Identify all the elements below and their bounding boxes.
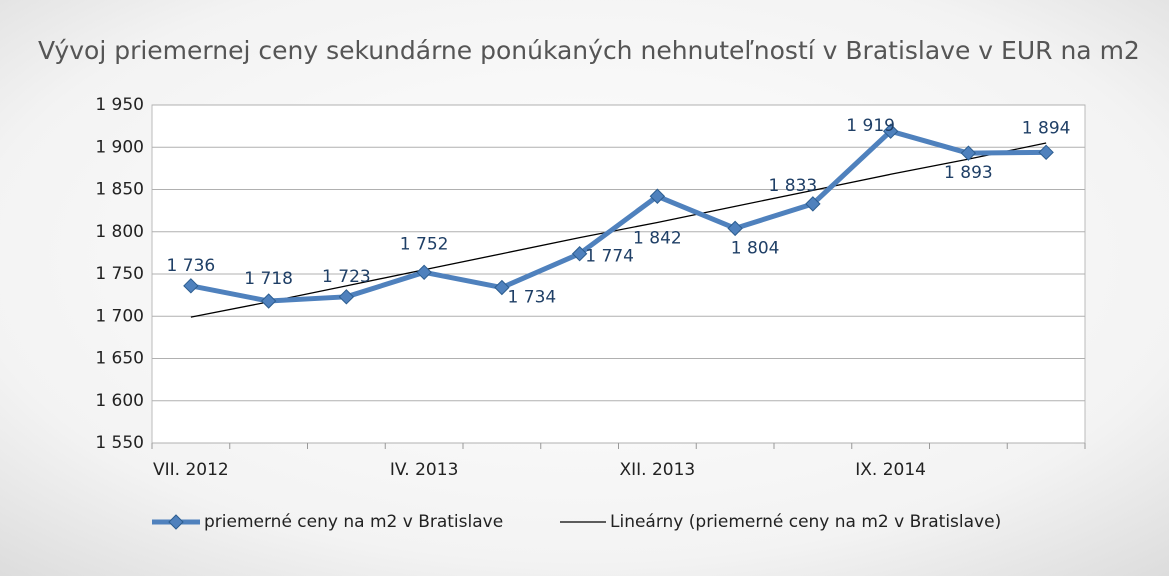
legend-marker	[168, 514, 184, 530]
data-label: 1 718	[244, 269, 293, 289]
y-tick-label: 1 750	[95, 264, 144, 284]
data-label: 1 734	[508, 288, 557, 308]
legend-label: Lineárny (priemerné ceny na m2 v Bratisl…	[610, 512, 1001, 532]
marker	[649, 188, 666, 204]
trend-line	[190, 142, 1047, 318]
data-label: 1 842	[633, 228, 682, 248]
data-label: 1 736	[167, 256, 216, 276]
data-label: 1 752	[400, 234, 449, 254]
x-tick-label: XII. 2013	[620, 460, 696, 480]
data-label: 1 774	[585, 247, 634, 267]
y-tick-label: 1 600	[95, 391, 144, 411]
data-label: 1 804	[731, 238, 780, 258]
data-label: 1 833	[769, 176, 818, 196]
y-tick-label: 1 850	[95, 180, 144, 200]
marker	[260, 293, 277, 309]
y-tick-label: 1 550	[95, 433, 144, 453]
marker	[183, 278, 199, 294]
y-tick-label: 1 900	[95, 137, 144, 157]
x-tick-label: IX. 2014	[855, 460, 926, 480]
marker	[338, 289, 355, 305]
y-tick-label: 1 700	[95, 306, 144, 326]
legend-label: priemerné ceny na m2 v Bratislave	[204, 512, 503, 532]
marker	[571, 246, 588, 262]
y-tick-label: 1 650	[95, 349, 144, 369]
data-label: 1 919	[846, 116, 895, 136]
marker	[960, 145, 977, 161]
data-label: 1 723	[322, 267, 371, 287]
data-label: 1 893	[944, 163, 993, 183]
y-tick-label: 1 950	[95, 95, 144, 115]
marker	[882, 123, 899, 139]
x-tick-label: VII. 2012	[153, 460, 229, 480]
x-tick-label: IV. 2013	[390, 460, 459, 480]
series-line	[190, 128, 1047, 304]
marker	[1038, 144, 1054, 161]
chart-title: Vývoj priemernej ceny sekundárne ponúkan…	[38, 36, 1140, 65]
data-label: 1 894	[1022, 118, 1071, 138]
marker	[416, 264, 432, 281]
marker	[727, 220, 743, 237]
marker	[494, 279, 510, 296]
marker	[805, 196, 821, 212]
y-tick-label: 1 800	[95, 222, 144, 242]
